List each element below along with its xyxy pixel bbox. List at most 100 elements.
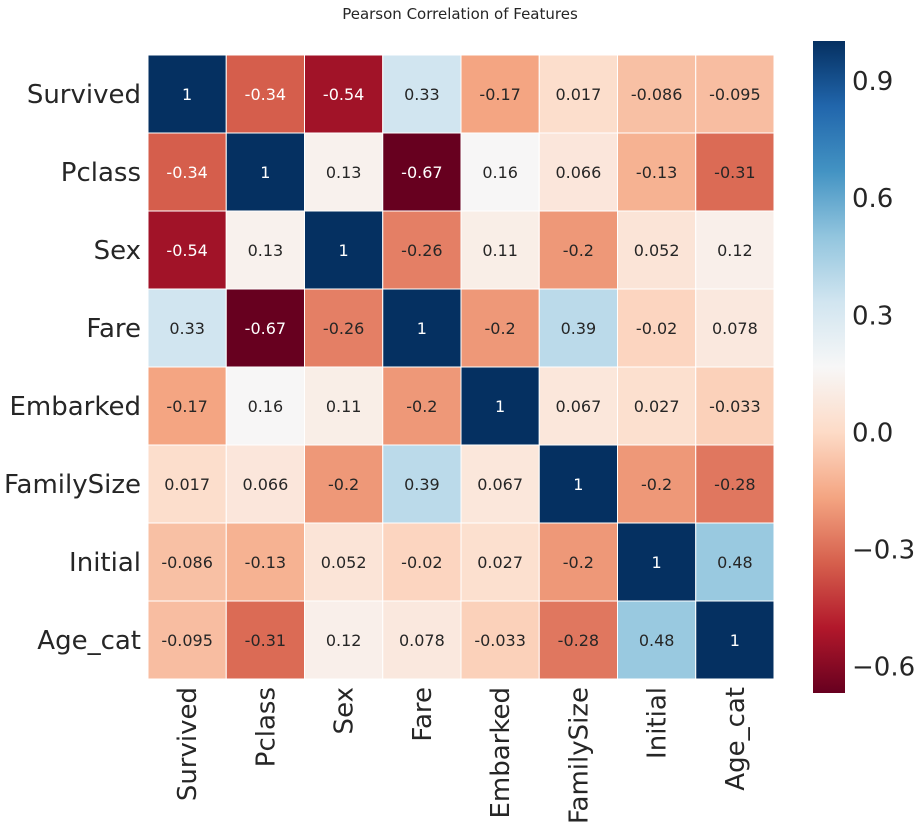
- heatmap-cell: [147, 54, 227, 134]
- cell-value-label: 0.12: [326, 631, 362, 650]
- colorbar-tick-label: 0.6: [852, 184, 893, 214]
- heatmap-cell: [304, 210, 384, 290]
- cell-value-label: 0.11: [326, 397, 362, 416]
- column-tick-label: Age_cat: [721, 687, 751, 791]
- cell-value-label: -0.26: [401, 241, 442, 260]
- heatmap-cell: [538, 600, 618, 680]
- heatmap-cell: [460, 210, 540, 290]
- colorbar-gradient: [813, 41, 845, 693]
- column-tick-label: Initial: [643, 687, 673, 759]
- cell-value-label: 0.39: [404, 475, 440, 494]
- cell-value-label: -0.2: [406, 397, 437, 416]
- heatmap-cell: [460, 288, 540, 368]
- cell-value-label: -0.26: [323, 319, 364, 338]
- cell-value-label: -0.17: [166, 397, 207, 416]
- heatmap-cell: [617, 444, 697, 524]
- colorbar-tick-label: 0.3: [852, 301, 893, 331]
- heatmap-cell: [617, 288, 697, 368]
- heatmap-cell-labels: 1 -0.34 -0.54 0.33 -0.17 0.017 -0.086 -0.095 -0.…: [161, 85, 760, 650]
- cell-value-label: 0.052: [634, 241, 680, 260]
- heatmap-cell: [382, 132, 462, 212]
- heatmap-cell: [538, 210, 618, 290]
- row-labels: Survived Pclass Sex Fare Embarked FamilySize I…: [4, 80, 141, 656]
- heatmap-cell: [695, 522, 775, 602]
- cell-value-label: 0.017: [555, 85, 601, 104]
- cell-value-label: 0.017: [164, 475, 210, 494]
- heatmap-cell: [695, 54, 775, 134]
- heatmap-cell: [460, 366, 540, 446]
- cell-value-label: 0.48: [717, 553, 753, 572]
- cell-value-label: 0.33: [169, 319, 205, 338]
- cell-value-label: -0.2: [563, 553, 594, 572]
- heatmap-cell: [225, 600, 305, 680]
- heatmap-cell: [382, 600, 462, 680]
- cell-value-label: 0.066: [242, 475, 288, 494]
- cell-value-label: -0.086: [161, 553, 213, 572]
- heatmap-cell: [617, 522, 697, 602]
- cell-value-label: 0.48: [639, 631, 675, 650]
- heatmap-cell: [538, 522, 618, 602]
- cell-value-label: 1: [573, 475, 583, 494]
- cell-value-label: 0.078: [712, 319, 758, 338]
- heatmap-cell: [460, 444, 540, 524]
- cell-value-label: -0.13: [245, 553, 286, 572]
- heatmap-cell: [382, 54, 462, 134]
- heatmap-cell: [382, 210, 462, 290]
- cell-value-label: -0.54: [166, 241, 207, 260]
- cell-value-label: -0.13: [636, 163, 677, 182]
- cell-value-label: 0.052: [321, 553, 367, 572]
- cell-value-label: -0.2: [641, 475, 672, 494]
- cell-value-label: -0.67: [245, 319, 286, 338]
- heatmap-cell: [695, 600, 775, 680]
- row-tick-label: Sex: [94, 236, 141, 266]
- row-tick-label: Pclass: [61, 158, 141, 188]
- heatmap-cell: [695, 132, 775, 212]
- cell-value-label: -0.2: [485, 319, 516, 338]
- colorbar-tick-label: 0.0: [852, 418, 893, 448]
- heatmap-cell: [225, 444, 305, 524]
- cell-value-label: 0.027: [477, 553, 523, 572]
- heatmap-cell: [304, 54, 384, 134]
- cell-value-label: 0.33: [404, 85, 440, 104]
- heatmap-cell: [617, 366, 697, 446]
- row-tick-label: FamilySize: [4, 470, 141, 500]
- row-tick-label: Initial: [69, 548, 141, 578]
- heatmap-cell: [304, 288, 384, 368]
- cell-value-label: -0.02: [636, 319, 677, 338]
- column-tick-label: Sex: [330, 687, 360, 734]
- cell-value-label: -0.033: [474, 631, 526, 650]
- cell-value-label: -0.28: [558, 631, 599, 650]
- cell-value-label: -0.17: [479, 85, 520, 104]
- column-labels: Survived Pclass Sex Fare Embarked FamilySize I…: [173, 687, 751, 824]
- heatmap-cell: [147, 210, 227, 290]
- heatmap-cell: [460, 522, 540, 602]
- heatmap-cell: [460, 600, 540, 680]
- row-tick-label: Survived: [27, 80, 141, 110]
- heatmap-cell: [304, 522, 384, 602]
- cell-value-label: 1: [260, 163, 270, 182]
- cell-value-label: -0.67: [401, 163, 442, 182]
- cell-value-label: -0.02: [401, 553, 442, 572]
- cell-value-label: -0.31: [714, 163, 755, 182]
- heatmap-cell: [225, 522, 305, 602]
- cell-value-label: 0.067: [477, 475, 523, 494]
- cell-value-label: 0.12: [717, 241, 753, 260]
- heatmap-cell: [538, 366, 618, 446]
- cell-value-label: 1: [730, 631, 740, 650]
- chart-title: Pearson Correlation of Features: [342, 5, 578, 23]
- cell-value-label: -0.54: [323, 85, 364, 104]
- heatmap-cell: [147, 600, 227, 680]
- heatmap-cell: [538, 132, 618, 212]
- column-tick-label: Embarked: [486, 687, 516, 819]
- row-tick-label: Fare: [86, 314, 141, 344]
- cell-value-label: -0.086: [631, 85, 683, 104]
- column-tick-label: Survived: [173, 687, 203, 801]
- cell-value-label: 0.078: [399, 631, 445, 650]
- colorbar-tick-label: −0.3: [852, 536, 915, 566]
- cell-value-label: -0.34: [245, 85, 286, 104]
- cell-value-label: 1: [417, 319, 427, 338]
- colorbar-tick-label: −0.6: [852, 653, 915, 683]
- column-tick-label: Pclass: [251, 687, 281, 767]
- heatmap-cell: [147, 522, 227, 602]
- heatmap-cell: [695, 444, 775, 524]
